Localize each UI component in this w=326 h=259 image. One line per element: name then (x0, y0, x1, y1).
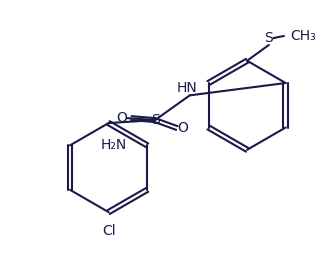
Text: H₂N: H₂N (101, 138, 127, 152)
Text: S: S (151, 113, 159, 127)
Text: O: O (116, 111, 127, 125)
Text: Cl: Cl (102, 224, 115, 238)
Text: S: S (264, 31, 273, 45)
Text: HN: HN (176, 81, 197, 96)
Text: CH₃: CH₃ (290, 29, 316, 43)
Text: O: O (177, 121, 188, 135)
